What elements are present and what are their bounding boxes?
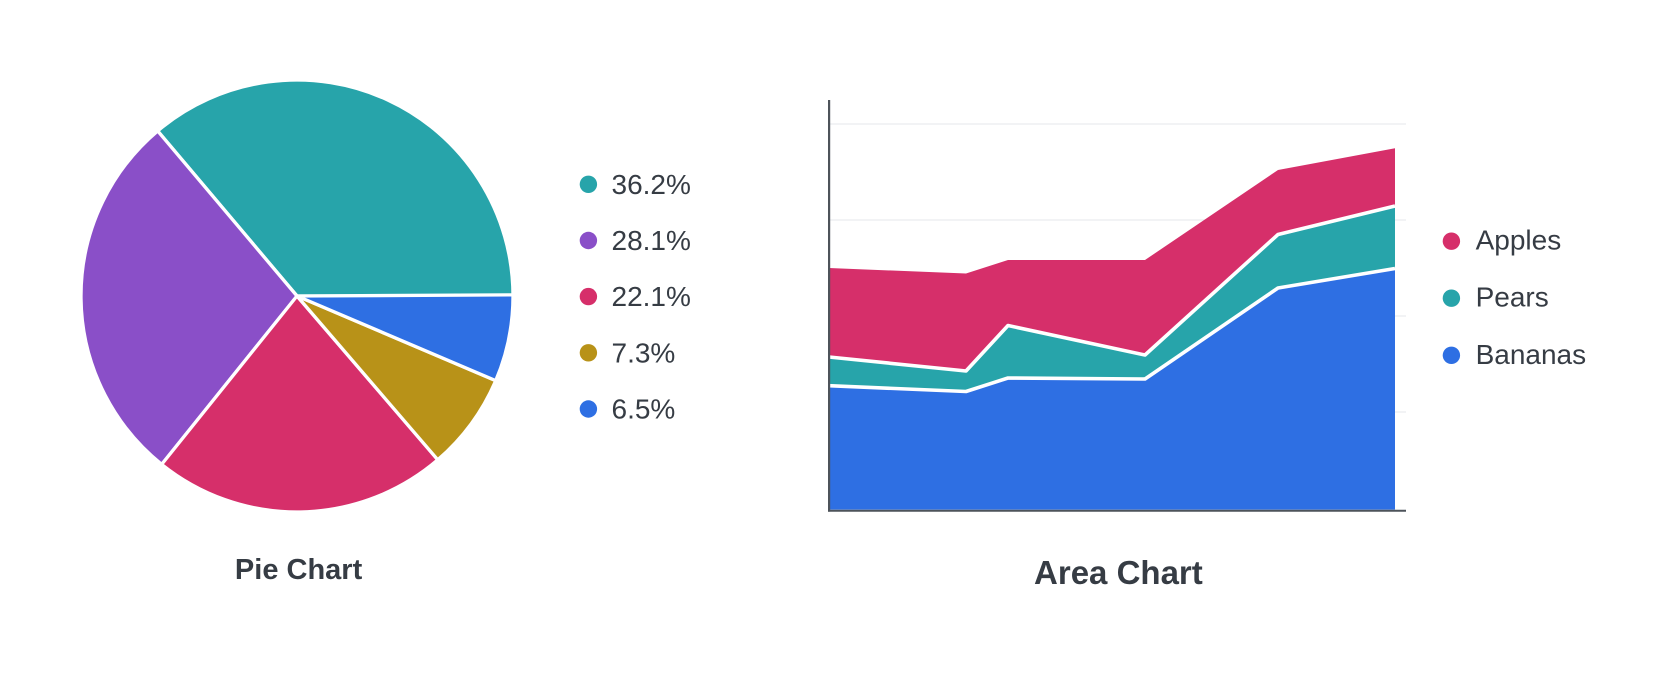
svg-text:6.5%: 6.5%: [612, 394, 676, 425]
svg-text:28.1%: 28.1%: [612, 225, 691, 256]
svg-text:Pears: Pears: [1476, 282, 1549, 313]
svg-text:7.3%: 7.3%: [612, 337, 676, 368]
svg-text:Area Chart: Area Chart: [1034, 554, 1203, 591]
svg-text:Bananas: Bananas: [1476, 339, 1587, 370]
svg-text:Apples: Apples: [1476, 225, 1562, 256]
svg-text:Pie Chart: Pie Chart: [235, 554, 363, 586]
svg-text:36.2%: 36.2%: [612, 169, 691, 200]
svg-text:22.1%: 22.1%: [612, 281, 691, 312]
